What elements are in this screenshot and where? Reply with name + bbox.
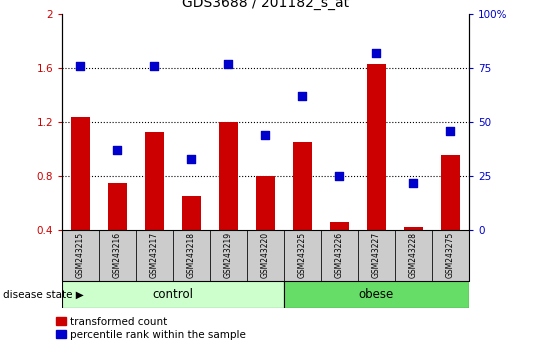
Text: GSM243227: GSM243227 bbox=[372, 232, 381, 278]
Bar bbox=[71, 117, 89, 230]
Point bbox=[150, 63, 159, 69]
Bar bbox=[441, 154, 460, 230]
Text: control: control bbox=[153, 288, 194, 301]
Point bbox=[187, 156, 196, 162]
Text: GSM243219: GSM243219 bbox=[224, 232, 233, 278]
Point bbox=[409, 180, 418, 185]
Point bbox=[113, 147, 122, 153]
Bar bbox=[432, 230, 469, 281]
Bar bbox=[321, 230, 358, 281]
Point bbox=[76, 63, 85, 69]
Bar bbox=[145, 132, 164, 230]
Bar bbox=[367, 64, 386, 230]
Title: GDS3688 / 201182_s_at: GDS3688 / 201182_s_at bbox=[182, 0, 349, 10]
Bar bbox=[182, 196, 201, 230]
Point bbox=[335, 173, 344, 179]
Legend: transformed count, percentile rank within the sample: transformed count, percentile rank withi… bbox=[57, 317, 246, 340]
Text: GSM243226: GSM243226 bbox=[335, 232, 344, 278]
Text: GSM243218: GSM243218 bbox=[187, 232, 196, 278]
Text: GSM243215: GSM243215 bbox=[76, 232, 85, 278]
Point bbox=[261, 132, 270, 138]
Bar bbox=[210, 230, 247, 281]
Bar bbox=[284, 281, 469, 308]
Point bbox=[224, 61, 233, 67]
Point bbox=[372, 50, 381, 56]
Point bbox=[446, 128, 455, 133]
Text: obese: obese bbox=[359, 288, 394, 301]
Bar bbox=[247, 230, 284, 281]
Point bbox=[298, 93, 307, 99]
Bar bbox=[99, 230, 136, 281]
Bar bbox=[219, 122, 238, 230]
Bar bbox=[256, 176, 275, 230]
Text: GSM243275: GSM243275 bbox=[446, 232, 455, 278]
Bar bbox=[62, 230, 99, 281]
Bar bbox=[404, 227, 423, 230]
Bar bbox=[136, 230, 173, 281]
Text: GSM243216: GSM243216 bbox=[113, 232, 122, 278]
Bar bbox=[330, 222, 349, 230]
Bar bbox=[108, 183, 127, 230]
Bar bbox=[62, 281, 284, 308]
Bar bbox=[293, 142, 312, 230]
Bar bbox=[358, 230, 395, 281]
Text: GSM243228: GSM243228 bbox=[409, 232, 418, 278]
Text: GSM243217: GSM243217 bbox=[150, 232, 159, 278]
Bar bbox=[173, 230, 210, 281]
Bar bbox=[395, 230, 432, 281]
Text: GSM243225: GSM243225 bbox=[298, 232, 307, 278]
Bar bbox=[284, 230, 321, 281]
Text: disease state ▶: disease state ▶ bbox=[3, 290, 84, 300]
Text: GSM243220: GSM243220 bbox=[261, 232, 270, 278]
